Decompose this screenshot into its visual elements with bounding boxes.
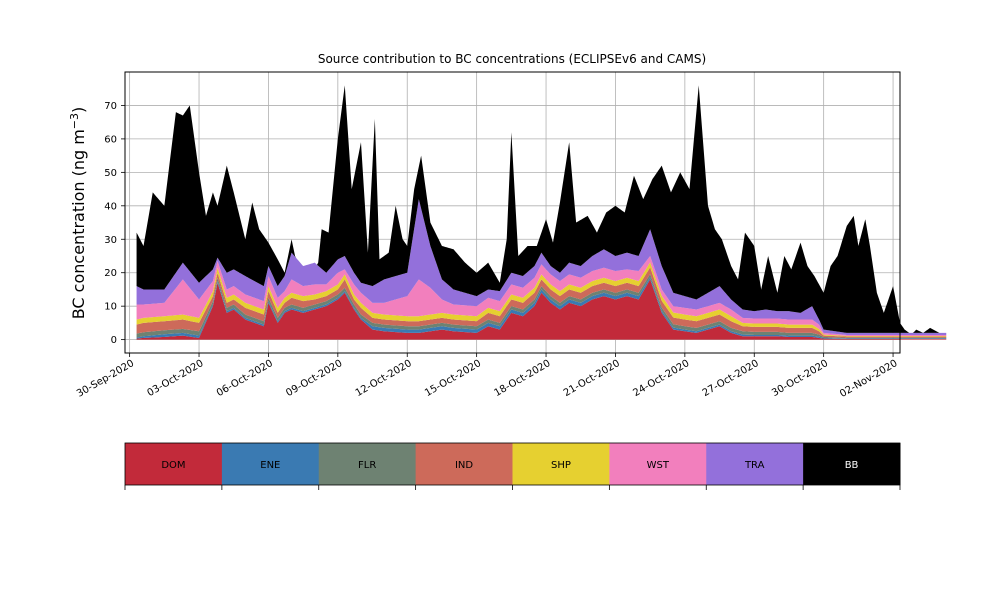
chart-title: Source contribution to BC concentrations… [318, 52, 706, 66]
area-dom [136, 279, 947, 340]
y-tick-label: 40 [104, 201, 117, 212]
area-tra [136, 199, 947, 335]
y-tick-label: 70 [104, 101, 117, 112]
y-axis: 0 10 20 30 40 50 60 70 [104, 101, 125, 346]
y-tick-label: 50 [104, 168, 117, 179]
y-tick-label: 0 [111, 335, 117, 346]
stacked-areas [136, 85, 947, 340]
y-tick-label: 60 [104, 134, 117, 145]
legend-swatch-ind [415, 443, 513, 485]
legend-swatch-tra [706, 443, 804, 485]
legend-label-dom: DOM [161, 460, 185, 471]
y-axis-label-sup: −3 [68, 113, 81, 129]
area-wst [136, 255, 947, 336]
area-bb [136, 85, 947, 333]
y-tick-label: 20 [104, 268, 117, 279]
legend-swatch-ene [221, 443, 320, 485]
area-shp [136, 262, 947, 337]
legend-colorbar: DOM ENE FLR IND SHP WST TRA BB [124, 442, 901, 490]
legend-swatch-dom [125, 443, 223, 485]
legend-label-flr: FLR [358, 460, 376, 471]
area-ind [136, 267, 947, 338]
legend-swatch-bb [803, 443, 901, 485]
y-tick-label: 10 [104, 302, 117, 313]
legend-label-ene: ENE [260, 460, 280, 471]
y-tick-label: 30 [104, 235, 117, 246]
plot-frame [124, 71, 901, 354]
y-axis-label: BC concentration (ng m−3) [68, 107, 89, 320]
legend-label-tra: TRA [744, 460, 765, 471]
legend-label-bb: BB [845, 460, 859, 471]
legend-swatch-shp [512, 443, 610, 485]
area-ene [136, 277, 947, 339]
legend-label-ind: IND [455, 460, 473, 471]
legend-swatch-wst [609, 443, 707, 485]
area-flr [136, 274, 947, 339]
legend-label-shp: SHP [551, 460, 571, 471]
legend-label-wst: WST [647, 460, 670, 471]
legend-swatch-flr [318, 443, 417, 485]
